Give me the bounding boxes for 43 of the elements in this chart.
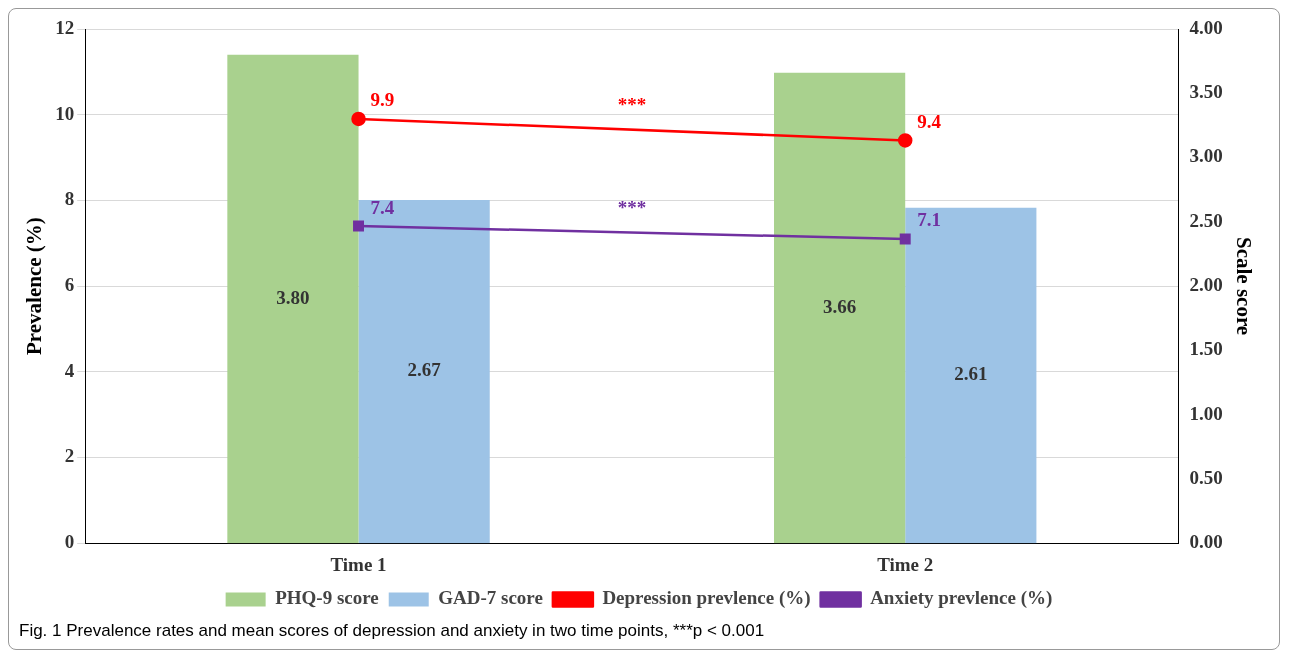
- y-axis-title: Prevalence (%): [22, 217, 47, 356]
- point: [897, 133, 913, 148]
- data-label: 9.4: [917, 110, 942, 132]
- bar: [358, 199, 490, 544]
- y2-tick-label: 3.50: [1189, 81, 1223, 103]
- y2-tick-label: 1.50: [1189, 338, 1223, 360]
- legend-label: PHQ-9 score: [275, 587, 379, 609]
- point: [353, 220, 365, 232]
- y-tick-label: 10: [55, 102, 75, 124]
- legend-label: Anxiety prevlence (%): [870, 587, 1053, 610]
- bar: [774, 72, 906, 544]
- y2-tick-label: 0.50: [1189, 466, 1223, 488]
- data-label: 2.67: [407, 359, 442, 381]
- data-label: 3.66: [822, 295, 857, 317]
- data-label: 2.61: [954, 363, 988, 385]
- y-tick-label: 6: [64, 274, 75, 296]
- annotation: ***: [617, 196, 647, 218]
- point: [351, 111, 366, 127]
- y2-tick-label: 2.00: [1189, 274, 1223, 296]
- legend-label: Depression prevlence (%): [602, 587, 811, 610]
- y2-tick-label: 1.00: [1189, 402, 1223, 424]
- x-tick-label: Time 1: [330, 553, 387, 575]
- annotation: ***: [617, 94, 647, 116]
- legend-label: GAD-7 score: [438, 587, 543, 609]
- y-tick-label: 4: [64, 359, 75, 381]
- y2-tick-label: 4.00: [1189, 16, 1223, 38]
- x-tick-label: Time 2: [877, 553, 934, 575]
- y-tick-label: 12: [55, 16, 75, 38]
- y2-tick-label: 0.00: [1189, 531, 1223, 553]
- data-label: 7.4: [370, 196, 395, 218]
- caption: Fig. 1 Prevalence rates and mean scores of depression and anxiety in two time points, ***p < 0.001: [18, 620, 766, 642]
- y-tick-label: 2: [64, 445, 75, 467]
- data-label: 7.1: [917, 209, 941, 231]
- point: [899, 233, 911, 245]
- y2-axis-title: Scale score: [1231, 237, 1256, 336]
- y2-tick-label: 3.00: [1189, 145, 1223, 167]
- y-tick-label: 0: [64, 531, 75, 553]
- y-tick-label: 8: [64, 188, 75, 210]
- data-label: 9.9: [370, 89, 395, 111]
- bar: [905, 207, 1037, 544]
- data-label: 3.80: [276, 286, 310, 308]
- y2-tick-label: 2.50: [1189, 209, 1223, 231]
- bar: [227, 54, 359, 544]
